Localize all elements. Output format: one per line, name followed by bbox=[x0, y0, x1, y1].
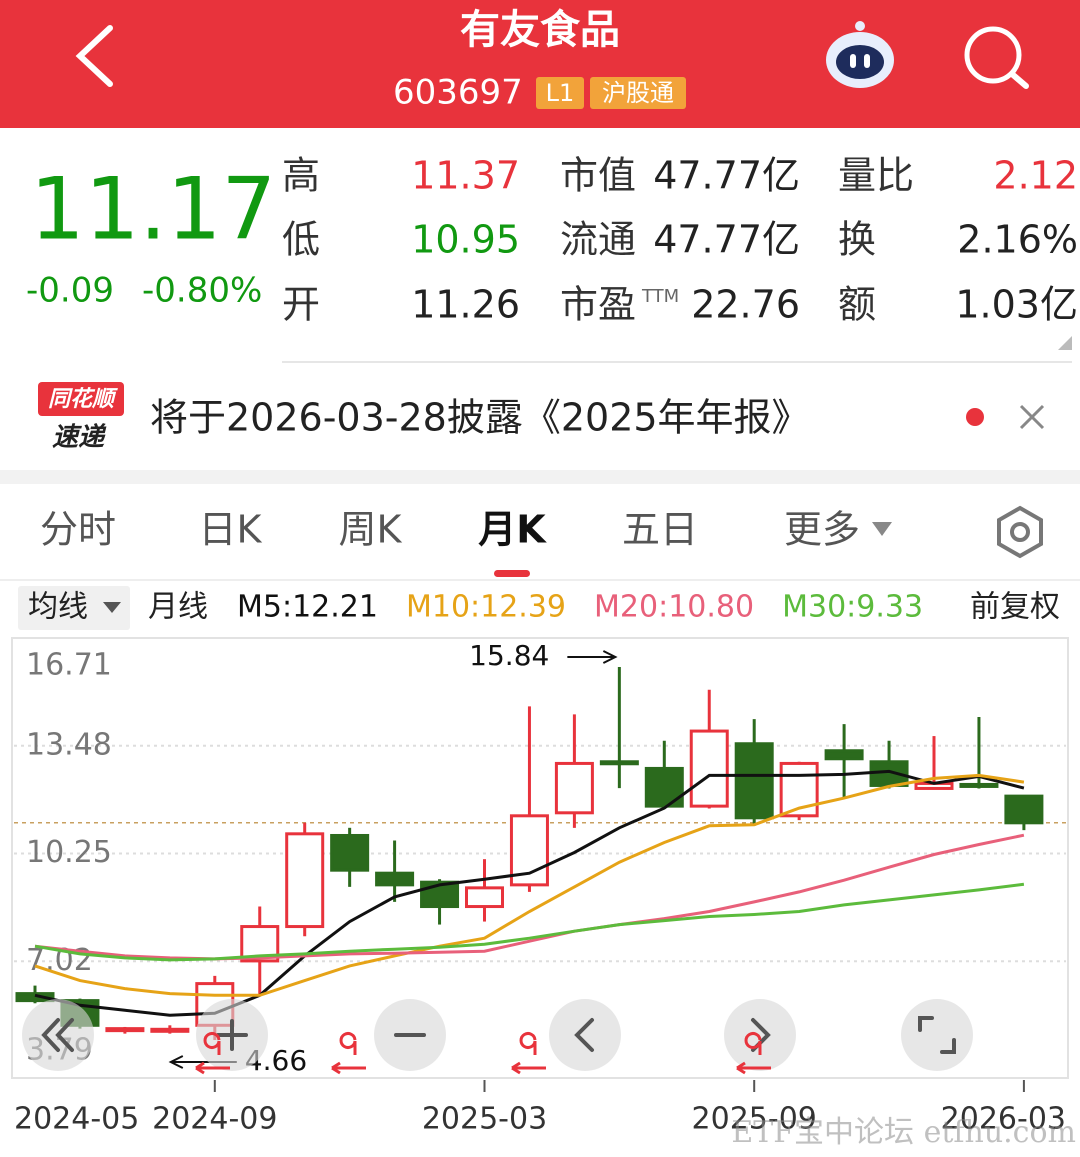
candle-body bbox=[734, 742, 774, 820]
candle-body bbox=[420, 880, 460, 909]
candle-body bbox=[105, 1027, 145, 1033]
period: 月线 bbox=[148, 590, 208, 625]
change-pct: -0.80% bbox=[142, 271, 262, 311]
ma-line bbox=[34, 769, 1025, 1017]
tab[interactable]: 月K bbox=[478, 508, 547, 552]
candle-body bbox=[689, 729, 729, 808]
stock-name: 有友食品 bbox=[460, 7, 620, 53]
badge-bg bbox=[536, 77, 584, 109]
tab[interactable]: 周K bbox=[339, 508, 403, 552]
field-value: 11.26 bbox=[411, 283, 520, 327]
notice-text[interactable]: 将于2026-03-28披露《2025年年报》 bbox=[150, 396, 810, 440]
notice-badge-top: 同花顺 bbox=[48, 387, 118, 412]
candle-body bbox=[150, 1027, 190, 1033]
more-arrow[interactable] bbox=[872, 522, 892, 536]
high-arrow bbox=[567, 650, 618, 664]
candle-body bbox=[375, 871, 415, 887]
chart-frame bbox=[11, 637, 1069, 1079]
badge: 沪股通 bbox=[602, 79, 674, 107]
indicator-name: 均线 bbox=[28, 590, 88, 625]
y-tick-label: 10.25 bbox=[26, 835, 112, 870]
tab[interactable]: 日K bbox=[199, 508, 263, 552]
field-value: 47.77亿 bbox=[653, 154, 800, 198]
field-value: 2.12 bbox=[993, 154, 1078, 198]
search-button[interactable] bbox=[964, 26, 1029, 89]
candle-body bbox=[554, 761, 594, 815]
control-icons bbox=[41, 1016, 956, 1054]
field-label: 额 bbox=[838, 283, 876, 327]
legend-entry: M30:9.33 bbox=[782, 590, 923, 625]
scroll-left[interactable] bbox=[549, 999, 621, 1071]
field-label: 流通 bbox=[560, 218, 636, 262]
legend-entry: M5:12.21 bbox=[237, 590, 378, 625]
unread-dot bbox=[966, 408, 984, 426]
price: 11.17 bbox=[30, 159, 276, 259]
candle-body bbox=[599, 760, 639, 766]
legend-entry: M10:12.39 bbox=[406, 590, 566, 625]
field-label: 市盈 bbox=[560, 283, 636, 327]
field-label: 低 bbox=[282, 218, 320, 262]
notice-badge bbox=[38, 382, 124, 416]
chart-controls bbox=[22, 999, 973, 1071]
x-tick-label: 2024-09 bbox=[152, 1102, 277, 1137]
field-label-sup: TTM bbox=[641, 286, 679, 307]
candle-body bbox=[824, 749, 864, 761]
tab[interactable]: 分时 bbox=[40, 508, 116, 552]
scroll-right[interactable] bbox=[724, 999, 796, 1071]
field-value: 10.95 bbox=[411, 218, 520, 262]
candle-body bbox=[285, 832, 325, 929]
tab[interactable]: 五日 bbox=[622, 508, 698, 552]
adjust-mode[interactable]: 前复权 bbox=[970, 590, 1060, 625]
field-label: 换 bbox=[838, 218, 876, 262]
candle-body bbox=[15, 992, 55, 1003]
back-button[interactable] bbox=[75, 25, 113, 87]
tab-underline bbox=[494, 570, 530, 577]
field-label: 高 bbox=[282, 154, 320, 198]
selector-arrow bbox=[103, 602, 121, 613]
field-value: 22.76 bbox=[691, 283, 800, 327]
notice-badge-bottom: 速递 bbox=[52, 423, 107, 453]
kline-chart: 16.7113.4810.257.023.7915.844.662024-052… bbox=[14, 639, 1066, 1137]
x-tick-label: 2025-03 bbox=[422, 1102, 547, 1137]
field-label: 量比 bbox=[838, 154, 914, 198]
field-value: 11.37 bbox=[411, 154, 520, 198]
badge-bg bbox=[590, 77, 686, 109]
field-value: 2.16% bbox=[957, 218, 1078, 262]
badge: L1 bbox=[546, 79, 575, 107]
candle-body bbox=[465, 886, 504, 909]
field-label: 开 bbox=[282, 283, 320, 327]
indicator-selector[interactable] bbox=[18, 586, 130, 630]
event-markers bbox=[195, 1032, 771, 1075]
legend-entry: M20:10.80 bbox=[594, 590, 754, 625]
stock-code: 603697 bbox=[393, 73, 523, 113]
tab[interactable]: 更多 bbox=[784, 508, 860, 552]
x-tick-label: 2025-09 bbox=[692, 1102, 817, 1137]
tabs: 分时 日K 周K 月K 五日 更多 bbox=[40, 508, 860, 577]
ma-line bbox=[34, 773, 1025, 997]
fullscreen[interactable] bbox=[901, 999, 973, 1071]
assistant-button[interactable] bbox=[826, 21, 894, 88]
field-value: 1.03亿 bbox=[955, 283, 1078, 327]
candle-body bbox=[959, 782, 999, 788]
field-label: 市值 bbox=[560, 154, 636, 198]
x-tick-label: 2026-03 bbox=[941, 1102, 1066, 1137]
y-tick-label: 16.71 bbox=[26, 648, 112, 683]
settings-button[interactable] bbox=[997, 505, 1043, 559]
y-tick-label: 13.48 bbox=[26, 727, 112, 762]
x-tick-label: 2024-05 bbox=[14, 1102, 139, 1137]
section-gap bbox=[0, 470, 1080, 484]
field-value: 47.77亿 bbox=[653, 218, 800, 262]
watermark: ETF宝中论坛 etfhu.com bbox=[731, 1115, 1076, 1150]
ma-line bbox=[34, 882, 1025, 962]
close-notice[interactable] bbox=[1019, 404, 1045, 430]
high-annotation: 15.84 bbox=[469, 639, 549, 672]
expand-corner[interactable] bbox=[1058, 336, 1072, 350]
candle-body bbox=[330, 833, 370, 872]
change: -0.09 bbox=[26, 271, 114, 311]
candle-body bbox=[1004, 794, 1044, 825]
